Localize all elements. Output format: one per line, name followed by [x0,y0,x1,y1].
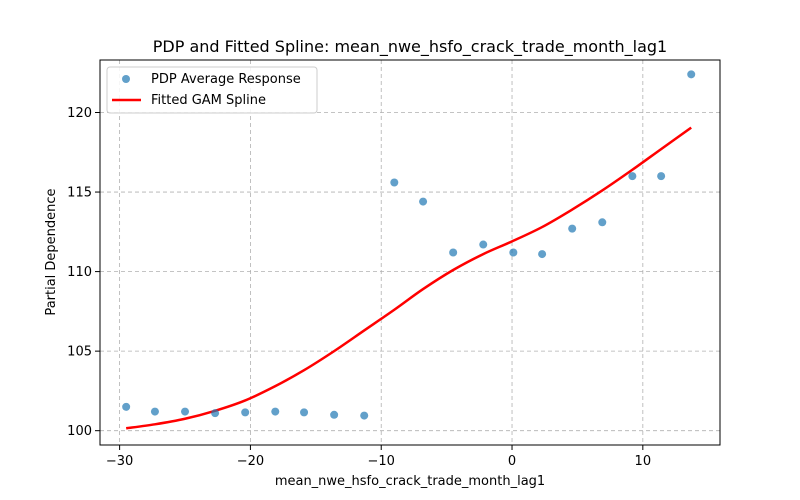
scatter-layer [122,70,696,420]
pdp-point [300,408,309,417]
pdp-point [390,178,399,187]
pdp-point [538,250,547,259]
pdp-point [628,172,637,181]
x-tick-label: 10 [635,454,652,469]
x-tick-label: −30 [106,454,133,469]
y-tick-label: 105 [67,345,92,360]
y-tick-label: 120 [67,106,92,121]
y-tick-label: 115 [67,186,92,201]
pdp-point [330,410,339,419]
plot-frame [99,59,721,446]
pdp-point [449,248,458,257]
legend-marker-pdp [122,75,130,83]
pdp-point [211,409,220,418]
legend: PDP Average Response Fitted GAM Spline [106,66,318,114]
pdp-point [657,172,666,181]
pdp-point [360,411,369,420]
y-tick-label: 110 [67,265,92,280]
legend-label-spline: Fitted GAM Spline [151,93,266,108]
ticks: −30 −20 −10 0 10 100 105 110 115 120 [67,106,651,469]
pdp-point [568,224,577,233]
pdp-point [687,70,696,79]
pdp-point [509,248,518,257]
pdp-point [241,408,250,417]
x-axis-label: mean_nwe_hsfo_crack_trade_month_lag1 [275,474,545,489]
x-tick-label: −20 [237,454,264,469]
pdp-point [150,407,159,416]
pdp-point [181,407,190,416]
x-tick-label: 0 [508,454,516,469]
pdp-point [419,197,428,206]
pdp-point [598,218,607,227]
fitted-spline-line [125,126,692,430]
spline-layer [125,126,692,430]
legend-label-pdp: PDP Average Response [151,72,301,87]
y-axis-label: Partial Dependence [44,188,59,315]
pdp-point [479,240,488,249]
x-tick-label: −10 [368,454,395,469]
legend-box [106,66,318,114]
pdp-point [271,407,280,416]
pdp-point [122,402,131,411]
y-tick-label: 100 [67,424,92,439]
chart-title: PDP and Fitted Spline: mean_nwe_hsfo_cra… [153,37,667,57]
